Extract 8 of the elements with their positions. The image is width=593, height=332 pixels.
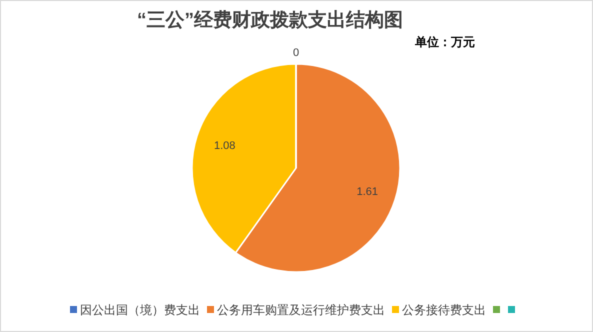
chart-title: “三公”经费财政拨款支出结构图: [137, 9, 403, 31]
text: 0: [292, 47, 300, 59]
legend-label: 公务用车购置及运行维护费支出: [217, 303, 385, 317]
data-label: 1.08: [214, 140, 236, 152]
chart-subtitle: 单位：万元: [414, 35, 475, 49]
legend-label: 因公出国（境）费支出: [80, 303, 200, 317]
data-label: 1.61: [356, 186, 378, 198]
legend-label: 公务接待费支出: [402, 303, 486, 317]
